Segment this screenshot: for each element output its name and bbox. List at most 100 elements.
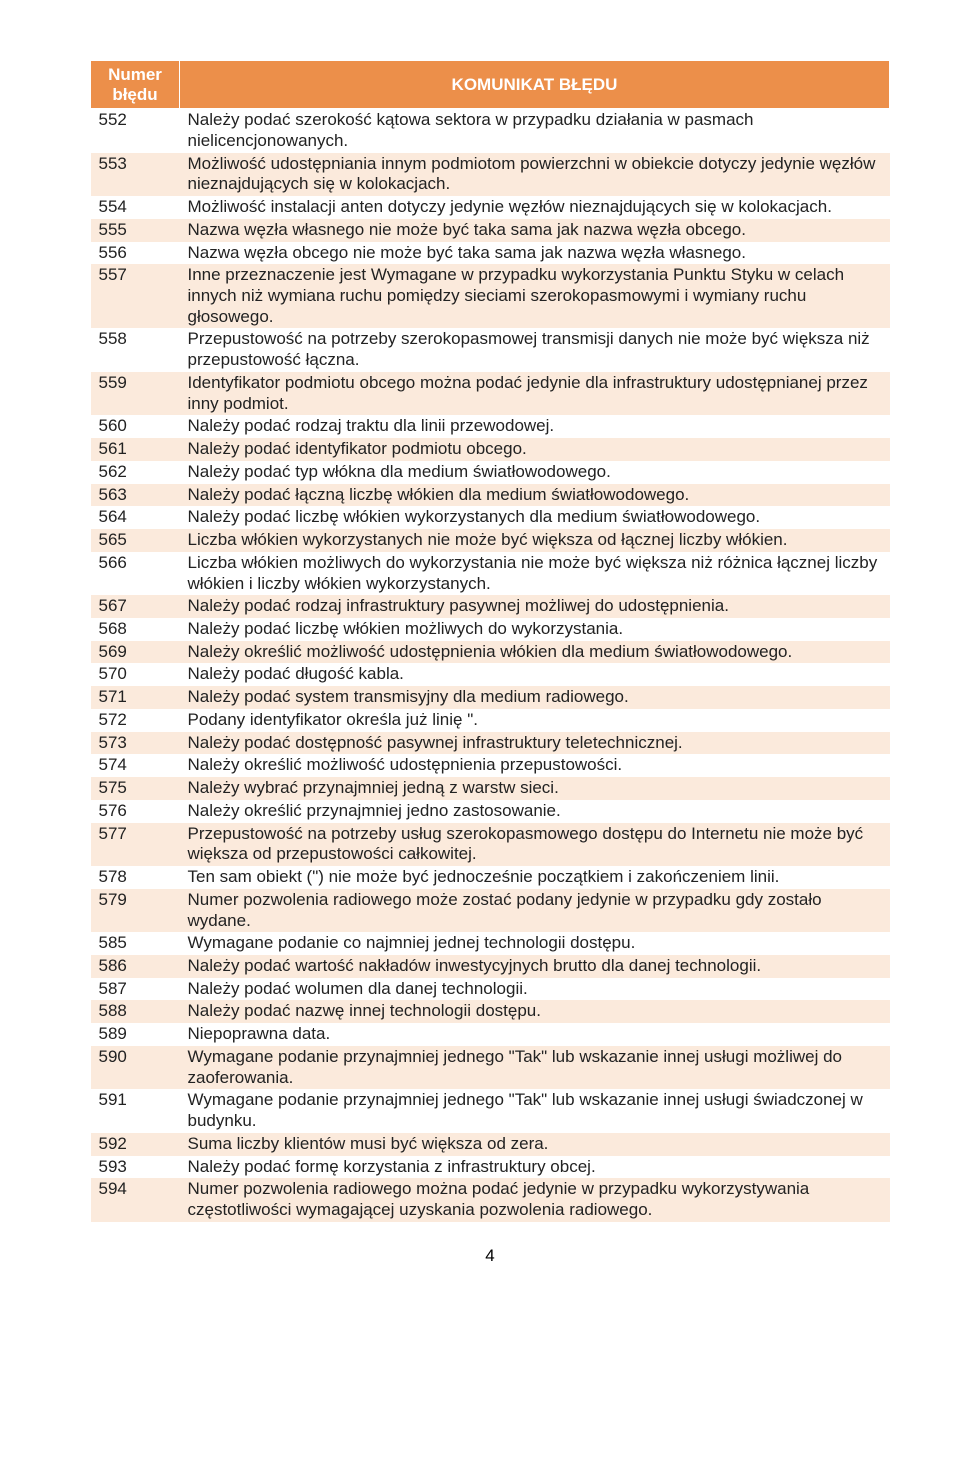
table-row: 561Należy podać identyfikator podmiotu o…	[91, 438, 890, 461]
table-header: Numer błędu KOMUNIKAT BŁĘDU	[91, 61, 890, 109]
error-number-cell: 568	[91, 618, 180, 641]
table-row: 587Należy podać wolumen dla danej techno…	[91, 978, 890, 1001]
table-row: 552Należy podać szerokość kątowa sektora…	[91, 109, 890, 153]
table-row: 566Liczba włókien możliwych do wykorzyst…	[91, 552, 890, 595]
table-row: 574Należy określić możliwość udostępnien…	[91, 754, 890, 777]
table-row: 592Suma liczby klientów musi być większa…	[91, 1133, 890, 1156]
error-message-cell: Nazwa węzła własnego nie może być taka s…	[180, 219, 890, 242]
table-row: 556Nazwa węzła obcego nie może być taka …	[91, 242, 890, 265]
error-number-cell: 556	[91, 242, 180, 265]
table-row: 554Możliwość instalacji anten dotyczy je…	[91, 196, 890, 219]
error-number-cell: 562	[91, 461, 180, 484]
page-content: Numer błędu KOMUNIKAT BŁĘDU 552Należy po…	[0, 0, 960, 1306]
error-message-cell: Należy podać wartość nakładów inwestycyj…	[180, 955, 890, 978]
error-message-cell: Należy podać typ włókna dla medium świat…	[180, 461, 890, 484]
error-message-cell: Należy podać nazwę innej technologii dos…	[180, 1000, 890, 1023]
error-number-cell: 567	[91, 595, 180, 618]
error-message-cell: Należy określić możliwość udostępnienia …	[180, 641, 890, 664]
error-number-cell: 557	[91, 264, 180, 328]
error-number-cell: 577	[91, 823, 180, 866]
error-number-cell: 573	[91, 732, 180, 755]
table-row: 569Należy określić możliwość udostępnien…	[91, 641, 890, 664]
error-number-cell: 594	[91, 1178, 180, 1221]
error-message-cell: Należy podać dostępność pasywnej infrast…	[180, 732, 890, 755]
error-message-cell: Należy podać liczbę włókien wykorzystany…	[180, 506, 890, 529]
table-row: 578Ten sam obiekt (") nie może być jedno…	[91, 866, 890, 889]
table-row: 559Identyfikator podmiotu obcego można p…	[91, 372, 890, 415]
error-number-cell: 571	[91, 686, 180, 709]
error-message-cell: Inne przeznaczenie jest Wymagane w przyp…	[180, 264, 890, 328]
error-number-cell: 588	[91, 1000, 180, 1023]
error-message-cell: Należy podać rodzaj traktu dla linii prz…	[180, 415, 890, 438]
table-row: 558Przepustowość na potrzeby szerokopasm…	[91, 328, 890, 371]
error-table: Numer błędu KOMUNIKAT BŁĘDU 552Należy po…	[90, 60, 890, 1222]
table-row: 591Wymagane podanie przynajmniej jednego…	[91, 1089, 890, 1132]
error-number-cell: 561	[91, 438, 180, 461]
error-number-cell: 586	[91, 955, 180, 978]
error-message-cell: Wymagane podanie przynajmniej jednego "T…	[180, 1089, 890, 1132]
error-number-cell: 578	[91, 866, 180, 889]
table-row: 585Wymagane podanie co najmniej jednej t…	[91, 932, 890, 955]
table-row: 593Należy podać formę korzystania z infr…	[91, 1156, 890, 1179]
table-row: 553Możliwość udostępniania innym podmiot…	[91, 153, 890, 196]
error-message-cell: Należy podać rodzaj infrastruktury pasyw…	[180, 595, 890, 618]
error-message-cell: Przepustowość na potrzeby szerokopasmowe…	[180, 328, 890, 371]
error-message-cell: Należy określić przynajmniej jedno zasto…	[180, 800, 890, 823]
error-message-cell: Numer pozwolenia radiowego może zostać p…	[180, 889, 890, 932]
error-message-cell: Wymagane podanie przynajmniej jednego "T…	[180, 1046, 890, 1089]
error-number-cell: 590	[91, 1046, 180, 1089]
error-number-cell: 570	[91, 663, 180, 686]
table-row: 586Należy podać wartość nakładów inwesty…	[91, 955, 890, 978]
table-row: 565Liczba włókien wykorzystanych nie moż…	[91, 529, 890, 552]
table-row: 564Należy podać liczbę włókien wykorzyst…	[91, 506, 890, 529]
error-number-cell: 574	[91, 754, 180, 777]
error-message-cell: Przepustowość na potrzeby usług szerokop…	[180, 823, 890, 866]
error-number-cell: 593	[91, 1156, 180, 1179]
error-message-cell: Należy podać system transmisyjny dla med…	[180, 686, 890, 709]
table-row: 579Numer pozwolenia radiowego może zosta…	[91, 889, 890, 932]
table-row: 555Nazwa węzła własnego nie może być tak…	[91, 219, 890, 242]
error-message-cell: Należy podać łączną liczbę włókien dla m…	[180, 484, 890, 507]
error-message-cell: Możliwość udostępniania innym podmiotom …	[180, 153, 890, 196]
page-number: 4	[90, 1246, 890, 1266]
header-col1-line1: Numer	[108, 65, 162, 84]
error-number-cell: 589	[91, 1023, 180, 1046]
error-number-cell: 552	[91, 109, 180, 153]
error-number-cell: 563	[91, 484, 180, 507]
table-row: 575Należy wybrać przynajmniej jedną z wa…	[91, 777, 890, 800]
error-message-cell: Należy podać szerokość kątowa sektora w …	[180, 109, 890, 153]
error-number-cell: 572	[91, 709, 180, 732]
table-row: 577Przepustowość na potrzeby usług szero…	[91, 823, 890, 866]
error-number-cell: 555	[91, 219, 180, 242]
error-number-cell: 576	[91, 800, 180, 823]
error-message-cell: Suma liczby klientów musi być większa od…	[180, 1133, 890, 1156]
error-number-cell: 585	[91, 932, 180, 955]
error-message-cell: Możliwość instalacji anten dotyczy jedyn…	[180, 196, 890, 219]
table-row: 576Należy określić przynajmniej jedno za…	[91, 800, 890, 823]
error-message-cell: Należy podać liczbę włókien możliwych do…	[180, 618, 890, 641]
error-number-cell: 559	[91, 372, 180, 415]
error-message-cell: Należy wybrać przynajmniej jedną z warst…	[180, 777, 890, 800]
error-message-cell: Liczba włókien możliwych do wykorzystani…	[180, 552, 890, 595]
error-number-cell: 554	[91, 196, 180, 219]
error-message-cell: Należy określić możliwość udostępnienia …	[180, 754, 890, 777]
error-message-cell: Numer pozwolenia radiowego można podać j…	[180, 1178, 890, 1221]
error-number-cell: 575	[91, 777, 180, 800]
error-number-cell: 560	[91, 415, 180, 438]
table-row: 594Numer pozwolenia radiowego można poda…	[91, 1178, 890, 1221]
table-row: 568Należy podać liczbę włókien możliwych…	[91, 618, 890, 641]
table-row: 557Inne przeznaczenie jest Wymagane w pr…	[91, 264, 890, 328]
table-row: 572Podany identyfikator określa już lini…	[91, 709, 890, 732]
header-error-number: Numer błędu	[91, 61, 180, 109]
error-number-cell: 587	[91, 978, 180, 1001]
table-row: 571Należy podać system transmisyjny dla …	[91, 686, 890, 709]
table-row: 589Niepoprawna data.	[91, 1023, 890, 1046]
table-row: 560Należy podać rodzaj traktu dla linii …	[91, 415, 890, 438]
error-number-cell: 553	[91, 153, 180, 196]
table-row: 567Należy podać rodzaj infrastruktury pa…	[91, 595, 890, 618]
error-number-cell: 591	[91, 1089, 180, 1132]
error-message-cell: Identyfikator podmiotu obcego można poda…	[180, 372, 890, 415]
header-error-message: KOMUNIKAT BŁĘDU	[180, 61, 890, 109]
error-message-cell: Należy podać formę korzystania z infrast…	[180, 1156, 890, 1179]
error-number-cell: 566	[91, 552, 180, 595]
